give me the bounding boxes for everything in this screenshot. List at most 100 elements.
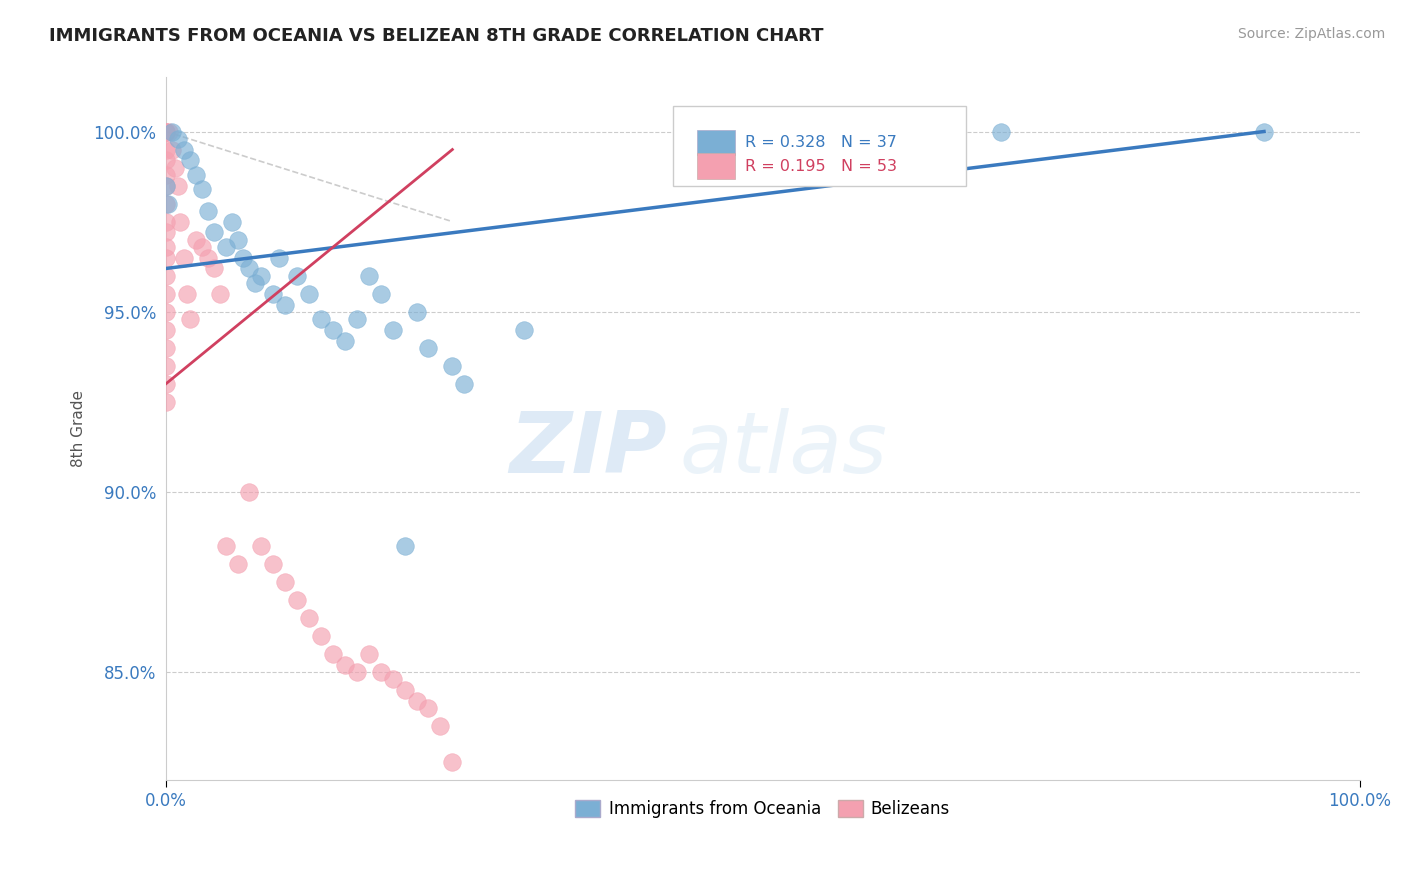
- Point: [381, 673, 404, 687]
- Point: [155, 143, 177, 157]
- Point: [285, 593, 308, 607]
- Point: [298, 286, 321, 301]
- Point: [322, 323, 344, 337]
- Legend: Immigrants from Oceania, Belizeans: Immigrants from Oceania, Belizeans: [568, 793, 957, 825]
- FancyBboxPatch shape: [697, 130, 735, 155]
- Point: [166, 178, 188, 193]
- Point: [160, 143, 183, 157]
- Point: [394, 539, 416, 553]
- Point: [405, 694, 427, 708]
- Point: [226, 557, 249, 571]
- Text: Source: ZipAtlas.com: Source: ZipAtlas.com: [1237, 27, 1385, 41]
- Point: [173, 251, 195, 265]
- Point: [309, 312, 332, 326]
- Point: [285, 268, 308, 283]
- Text: IMMIGRANTS FROM OCEANIA VS BELIZEAN 8TH GRADE CORRELATION CHART: IMMIGRANTS FROM OCEANIA VS BELIZEAN 8TH …: [49, 27, 824, 45]
- Point: [513, 323, 536, 337]
- Point: [333, 334, 356, 348]
- Point: [179, 153, 201, 168]
- Point: [274, 575, 297, 590]
- Point: [298, 611, 321, 625]
- Point: [155, 376, 177, 391]
- Point: [202, 226, 225, 240]
- Point: [208, 286, 231, 301]
- Point: [250, 268, 273, 283]
- Point: [155, 178, 177, 193]
- Point: [155, 214, 177, 228]
- Point: [176, 286, 198, 301]
- FancyBboxPatch shape: [673, 105, 966, 186]
- Point: [262, 557, 284, 571]
- Point: [165, 161, 187, 175]
- Point: [197, 251, 219, 265]
- Point: [197, 203, 219, 218]
- Point: [155, 124, 177, 138]
- Point: [394, 683, 416, 698]
- Point: [370, 286, 392, 301]
- Point: [155, 168, 177, 182]
- Point: [370, 665, 392, 680]
- Text: ZIP: ZIP: [509, 409, 668, 491]
- Point: [405, 304, 427, 318]
- Point: [238, 485, 260, 500]
- Point: [322, 647, 344, 661]
- Point: [155, 124, 177, 138]
- Text: R = 0.328   N = 37: R = 0.328 N = 37: [745, 135, 897, 150]
- Point: [155, 394, 177, 409]
- Point: [155, 124, 177, 138]
- Point: [990, 124, 1012, 138]
- Point: [160, 124, 183, 138]
- Point: [202, 261, 225, 276]
- Point: [155, 304, 177, 318]
- Point: [238, 261, 260, 276]
- Point: [190, 240, 212, 254]
- Point: [418, 701, 440, 715]
- Point: [418, 341, 440, 355]
- Point: [346, 312, 368, 326]
- Point: [357, 268, 380, 283]
- Text: R = 0.195   N = 53: R = 0.195 N = 53: [745, 159, 897, 174]
- Point: [155, 286, 177, 301]
- Point: [429, 719, 451, 733]
- Point: [269, 251, 291, 265]
- Point: [179, 312, 201, 326]
- Point: [184, 168, 207, 182]
- Point: [250, 539, 273, 553]
- Point: [169, 214, 191, 228]
- Point: [155, 359, 177, 373]
- Point: [262, 286, 284, 301]
- Point: [184, 233, 207, 247]
- Point: [357, 647, 380, 661]
- Text: atlas: atlas: [679, 409, 887, 491]
- Point: [155, 153, 177, 168]
- Point: [221, 214, 243, 228]
- Point: [441, 359, 464, 373]
- Point: [155, 240, 177, 254]
- Point: [173, 143, 195, 157]
- Point: [166, 132, 188, 146]
- Point: [441, 756, 464, 770]
- Point: [226, 233, 249, 247]
- Point: [346, 665, 368, 680]
- Point: [155, 323, 177, 337]
- Point: [155, 226, 177, 240]
- Point: [157, 196, 180, 211]
- Point: [155, 251, 177, 265]
- Point: [214, 539, 236, 553]
- Y-axis label: 8th Grade: 8th Grade: [72, 391, 86, 467]
- Point: [232, 251, 254, 265]
- Point: [381, 323, 404, 337]
- Point: [214, 240, 236, 254]
- Point: [155, 268, 177, 283]
- Point: [245, 276, 267, 290]
- Point: [155, 178, 177, 193]
- Point: [274, 297, 297, 311]
- Point: [453, 376, 475, 391]
- Point: [155, 196, 177, 211]
- Point: [159, 124, 181, 138]
- Point: [190, 182, 212, 196]
- FancyBboxPatch shape: [697, 153, 735, 178]
- Point: [333, 657, 356, 672]
- Point: [309, 629, 332, 643]
- Point: [1253, 124, 1275, 138]
